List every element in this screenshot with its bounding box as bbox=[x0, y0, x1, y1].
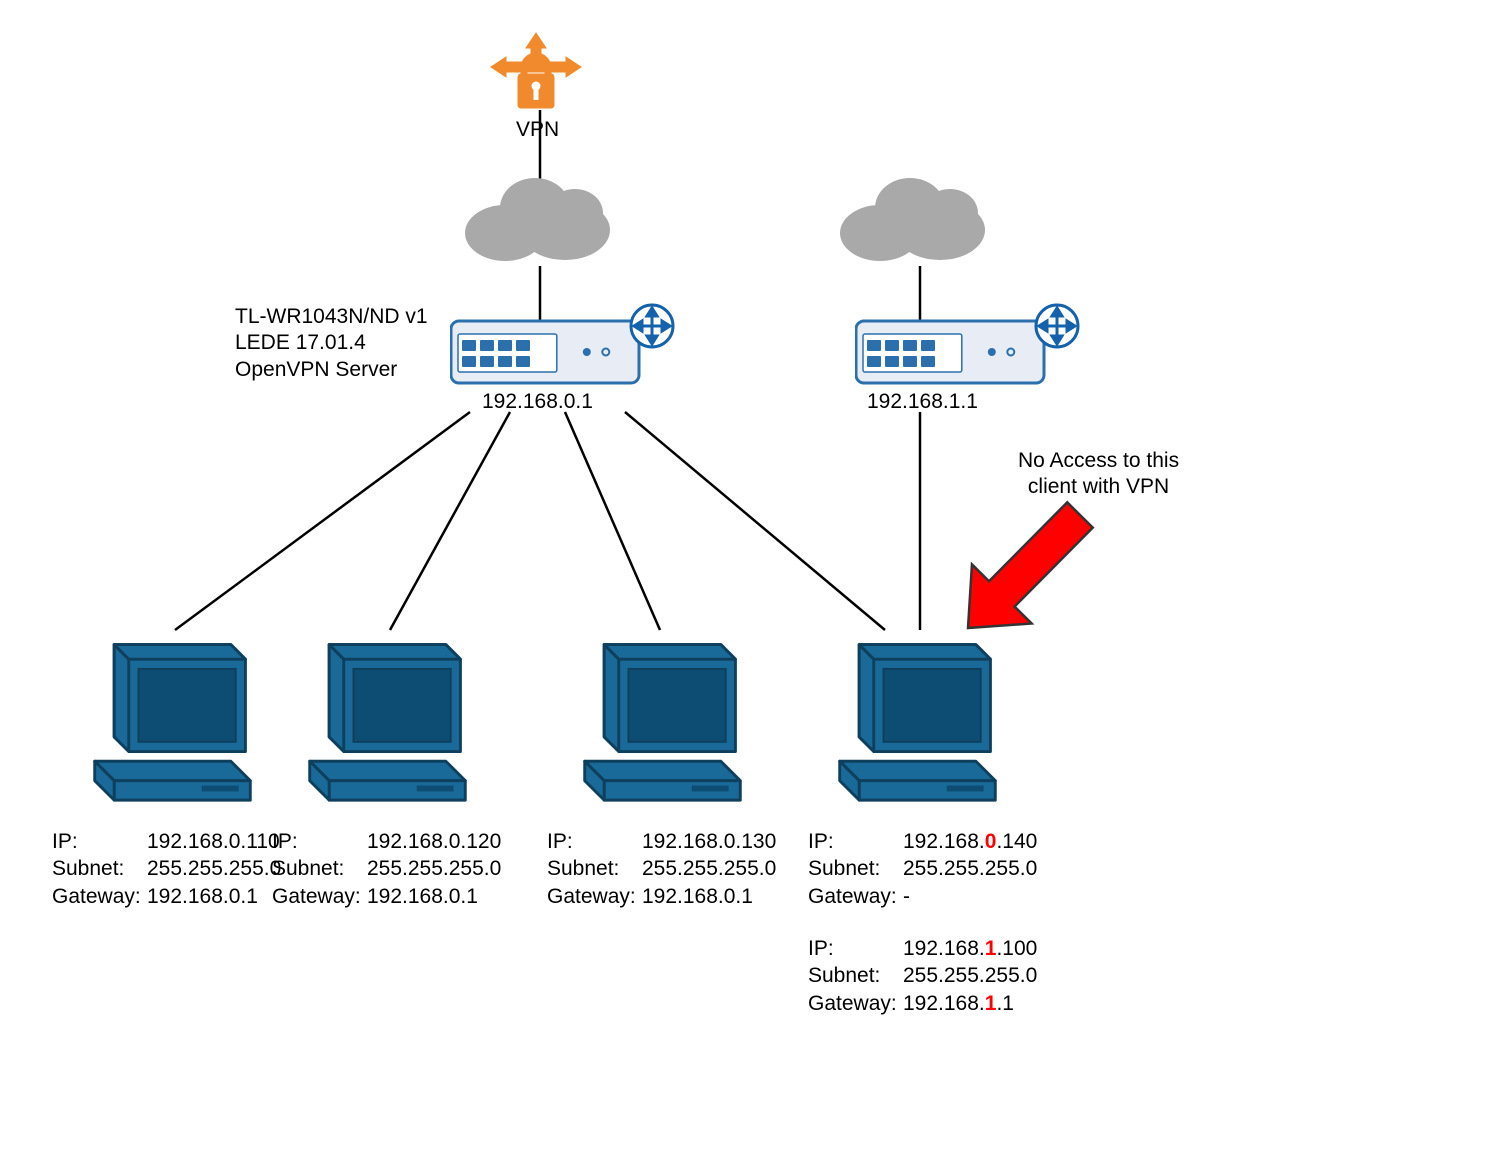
pc-2 bbox=[300, 630, 475, 810]
router-left-info: TL-WR1043N/ND v1LEDE 17.01.4OpenVPN Serv… bbox=[235, 304, 428, 383]
pc-4 bbox=[830, 630, 1005, 810]
pc-4-ipinfo-primary: IP:192.168.0.140Subnet:255.255.255.0Gate… bbox=[808, 828, 1037, 910]
pc-1-ipinfo: IP:192.168.0.110Subnet:255.255.255.0Gate… bbox=[52, 828, 281, 910]
router-left-ip: 192.168.0.1 bbox=[482, 390, 593, 414]
pc-4-ipinfo-secondary: IP:192.168.1.100Subnet:255.255.255.0Gate… bbox=[808, 935, 1037, 1017]
cloud-icon-left bbox=[460, 168, 620, 268]
pc-3 bbox=[575, 630, 750, 810]
connector-lines bbox=[0, 0, 1492, 1157]
vpn-label: VPN bbox=[516, 118, 559, 142]
diagram-canvas: VPN bbox=[0, 0, 1492, 1157]
pc-1 bbox=[85, 630, 260, 810]
router-right bbox=[855, 302, 1081, 397]
pc-2-ipinfo: IP:192.168.0.120Subnet:255.255.255.0Gate… bbox=[272, 828, 501, 910]
router-right-ip: 192.168.1.1 bbox=[867, 390, 978, 414]
router-left bbox=[450, 302, 676, 397]
vpn-icon bbox=[486, 30, 586, 125]
cloud-icon-right bbox=[835, 168, 995, 268]
pc-3-ipinfo: IP:192.168.0.130Subnet:255.255.255.0Gate… bbox=[547, 828, 776, 910]
